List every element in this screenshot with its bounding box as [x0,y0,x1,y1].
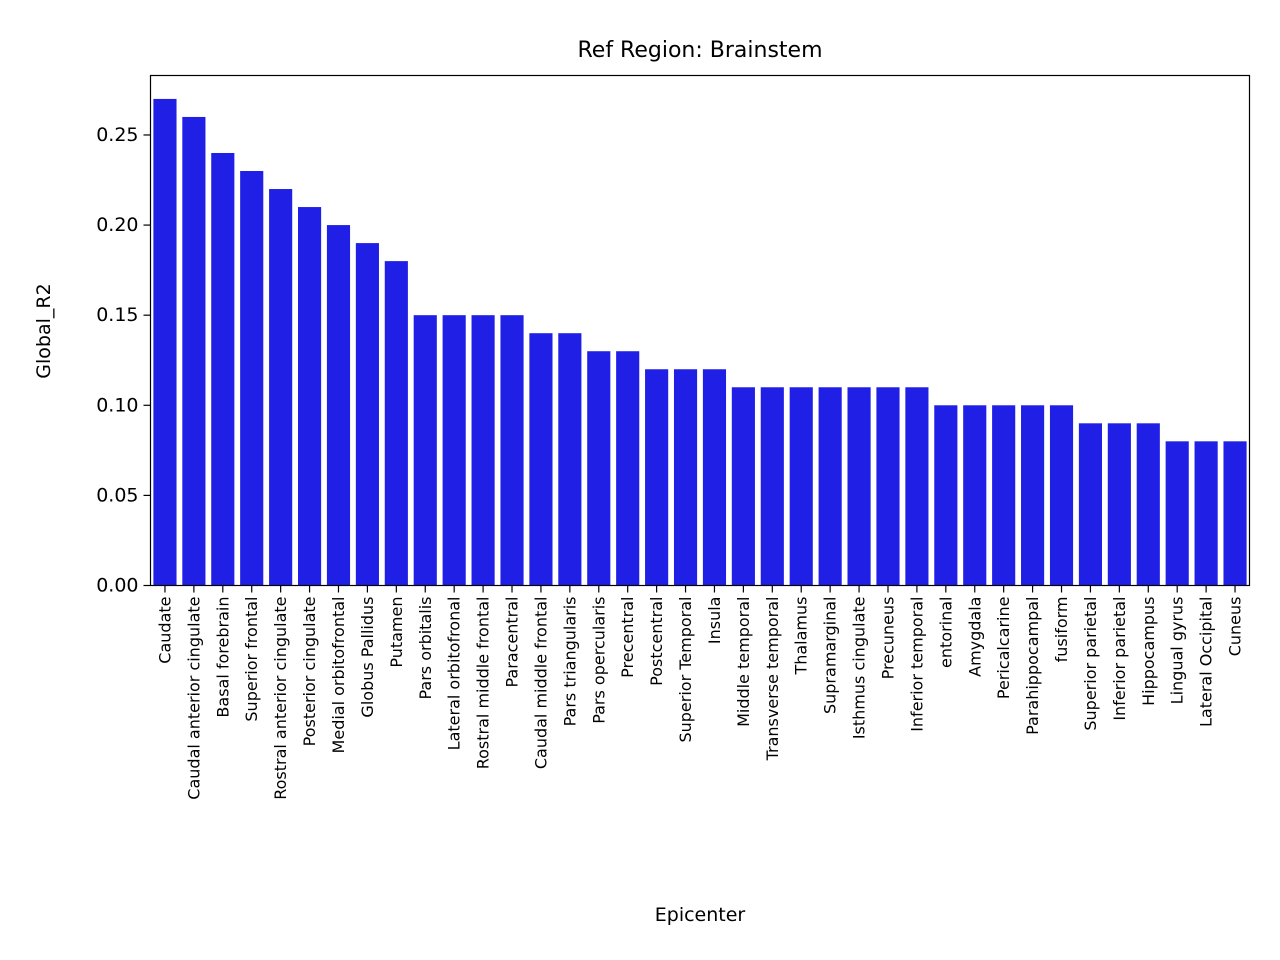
x-tick-label: Amygdala [965,597,984,677]
x-tick-label: Lateral Occipital [1197,597,1216,728]
bar [616,351,640,586]
bar [992,405,1016,586]
y-tick-label: 0.25 [96,124,138,146]
y-axis-ticks: 0.00 0.05 0.10 0.15 0.20 0.25 [96,124,151,597]
bar [702,369,727,586]
x-tick-label: Medial orbitofrontal [329,597,348,754]
x-axis-label: Epicenter [655,904,746,926]
bar [673,369,698,586]
x-tick-label: Parahippocampal [1023,597,1042,735]
x-tick-label: entorinal [936,597,955,668]
x-tick-label: Pars opercularis [589,597,608,724]
bar [1165,441,1189,586]
x-tick-label: Putamen [387,597,406,668]
chart-title: Ref Region: Brainstem [577,38,822,63]
bar [500,315,524,586]
y-axis-label: Global_R2 [33,283,55,378]
bars [153,98,1247,586]
bar [1021,405,1045,586]
bar [645,369,669,586]
bar [211,152,235,586]
x-tick-label: Caudal middle frontal [531,597,550,770]
x-tick-label: Posterior cingulate [300,597,319,747]
bar [240,171,264,586]
bar [876,387,900,586]
bar [1107,423,1131,586]
y-tick-label: 0.15 [96,304,138,326]
plot-frame [149,74,1251,587]
x-tick-label: Paracentral [503,597,522,688]
x-tick-label: Supramarginal [821,597,840,715]
x-tick-label: Hippocampus [1139,597,1158,706]
x-tick-label: Caudate [155,597,174,664]
bar [182,116,206,586]
x-tick-label: Pericalcarine [994,597,1013,700]
x-tick-label: Thalamus [792,597,811,676]
bar [1049,405,1074,586]
x-tick-label: Transverse temporal [763,597,782,762]
bar [1078,423,1103,586]
x-tick-label: Globus Pallidus [358,597,377,718]
x-tick-label: Pars orbitalis [416,597,435,700]
bar [442,315,466,586]
x-tick-label: Rostral middle frontal [474,597,493,770]
x-tick-label: Lingual gyrus [1168,597,1187,705]
bar [384,261,408,586]
y-tick-label: 0.20 [96,214,138,236]
x-tick-label: Middle temporal [734,597,753,727]
bar [355,243,379,586]
bar [413,315,437,586]
x-tick-label: Isthmus cingulate [850,597,869,740]
bar [587,351,611,586]
x-tick-label: fusiform [1052,597,1071,663]
bar [818,387,842,586]
x-tick-label: Insula [705,597,724,645]
x-tick-label: Inferior temporal [907,597,926,732]
bar [153,98,177,586]
x-tick-label: Precentral [618,597,637,678]
bar [1136,423,1160,586]
bar [297,207,322,586]
bar [789,387,813,586]
x-tick-label: Superior frontal [242,597,261,722]
bar [471,315,495,586]
bar [847,387,871,586]
x-tick-label: Cuneus [1226,597,1245,657]
x-tick-label: Postcentral [647,597,666,686]
bar [269,189,293,586]
x-tick-label: Caudal anterior cingulate [184,597,203,800]
x-tick-label: Basal forebrain [213,597,232,718]
x-tick-label: Lateral orbitofronal [445,597,464,751]
bar [934,405,958,586]
bar [529,333,553,586]
y-tick-label: 0.10 [96,394,138,416]
x-tick-label: Superior Temporal [676,597,695,743]
bar [326,225,351,586]
x-tick-label: Superior parietal [1081,597,1100,731]
y-tick-label: 0.05 [96,484,138,506]
bar [963,405,987,586]
x-axis-ticks: Caudate Caudal anterior cingulate Basal fo… [155,585,1245,800]
x-tick-label: Pars triangularis [560,597,579,727]
x-tick-label: Inferior parietal [1110,597,1129,721]
bar [1223,441,1247,586]
bar [760,387,784,586]
bar [1194,441,1218,586]
x-tick-label: Rostral anterior cingulate [271,597,290,800]
bar [905,387,929,586]
y-tick-label: 0.00 [96,575,138,597]
bar [731,387,755,586]
x-tick-label: Precuneus [878,597,897,680]
bar [558,333,582,586]
